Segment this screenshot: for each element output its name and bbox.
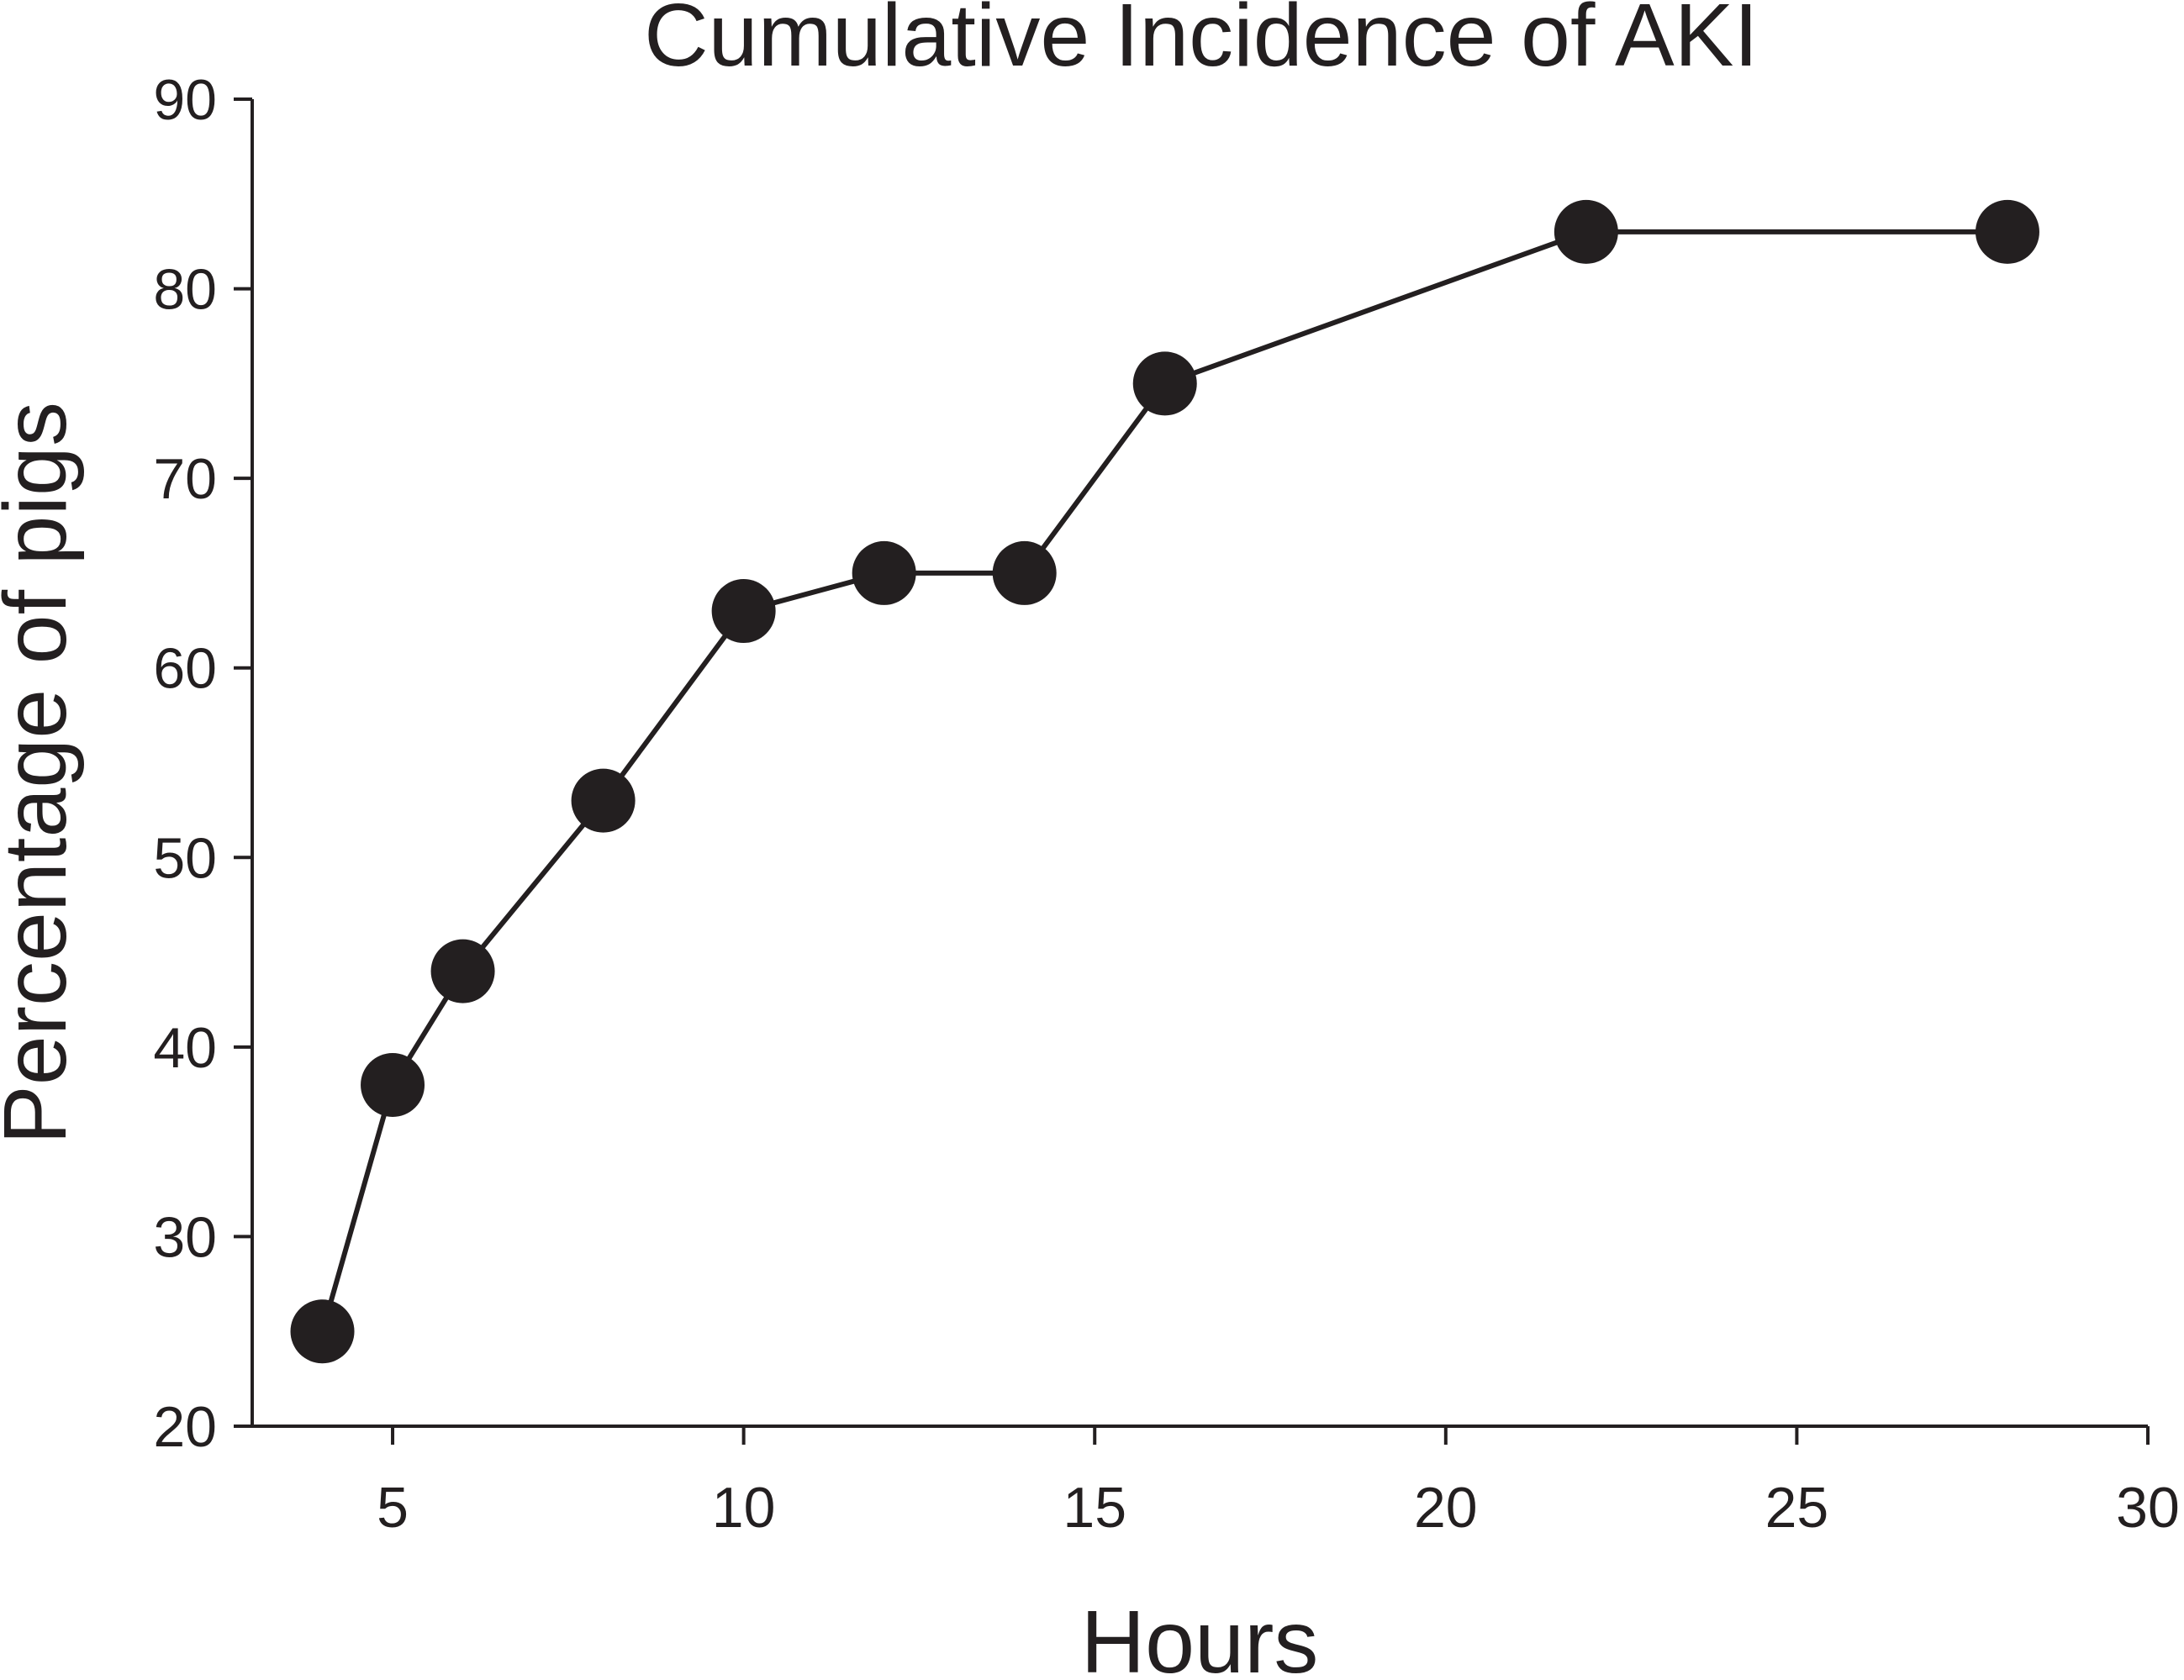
y-tick-label: 60 <box>153 637 217 701</box>
chart-title: Cumulative Incidence of AKI <box>644 0 1759 85</box>
y-tick-label: 80 <box>153 258 217 322</box>
x-tick-label: 30 <box>2116 1476 2180 1540</box>
data-point <box>361 1052 425 1117</box>
y-tick-label: 40 <box>153 1016 217 1080</box>
data-point <box>852 540 916 605</box>
y-tick-label: 70 <box>153 447 217 511</box>
x-tick-label: 25 <box>1765 1476 1829 1540</box>
data-point <box>992 540 1057 605</box>
x-tick-label: 5 <box>377 1476 409 1540</box>
data-point <box>711 579 776 644</box>
y-tick-label: 20 <box>153 1395 217 1459</box>
data-point <box>1975 199 2039 264</box>
x-tick-label: 15 <box>1063 1476 1126 1540</box>
y-tick-label: 30 <box>153 1205 217 1269</box>
data-point <box>1554 199 1618 264</box>
y-tick-label: 90 <box>153 68 217 132</box>
data-point <box>571 768 636 833</box>
data-point <box>430 939 495 1003</box>
data-point <box>1132 351 1197 416</box>
x-axis-label: Hours <box>1081 1593 1319 1680</box>
axes <box>251 99 2148 1428</box>
x-tick-label: 20 <box>1414 1476 1478 1540</box>
series-line <box>319 229 2007 1333</box>
data-point <box>290 1299 355 1364</box>
y-ticks: 20 30 40 50 60 70 80 90 <box>153 68 252 1459</box>
x-ticks: 5 10 15 20 25 30 <box>377 1426 2180 1540</box>
series-group <box>290 199 2039 1364</box>
y-tick-label: 50 <box>153 826 217 890</box>
x-tick-label: 10 <box>712 1476 776 1540</box>
y-axis-label: Percentage of pigs <box>0 402 85 1145</box>
